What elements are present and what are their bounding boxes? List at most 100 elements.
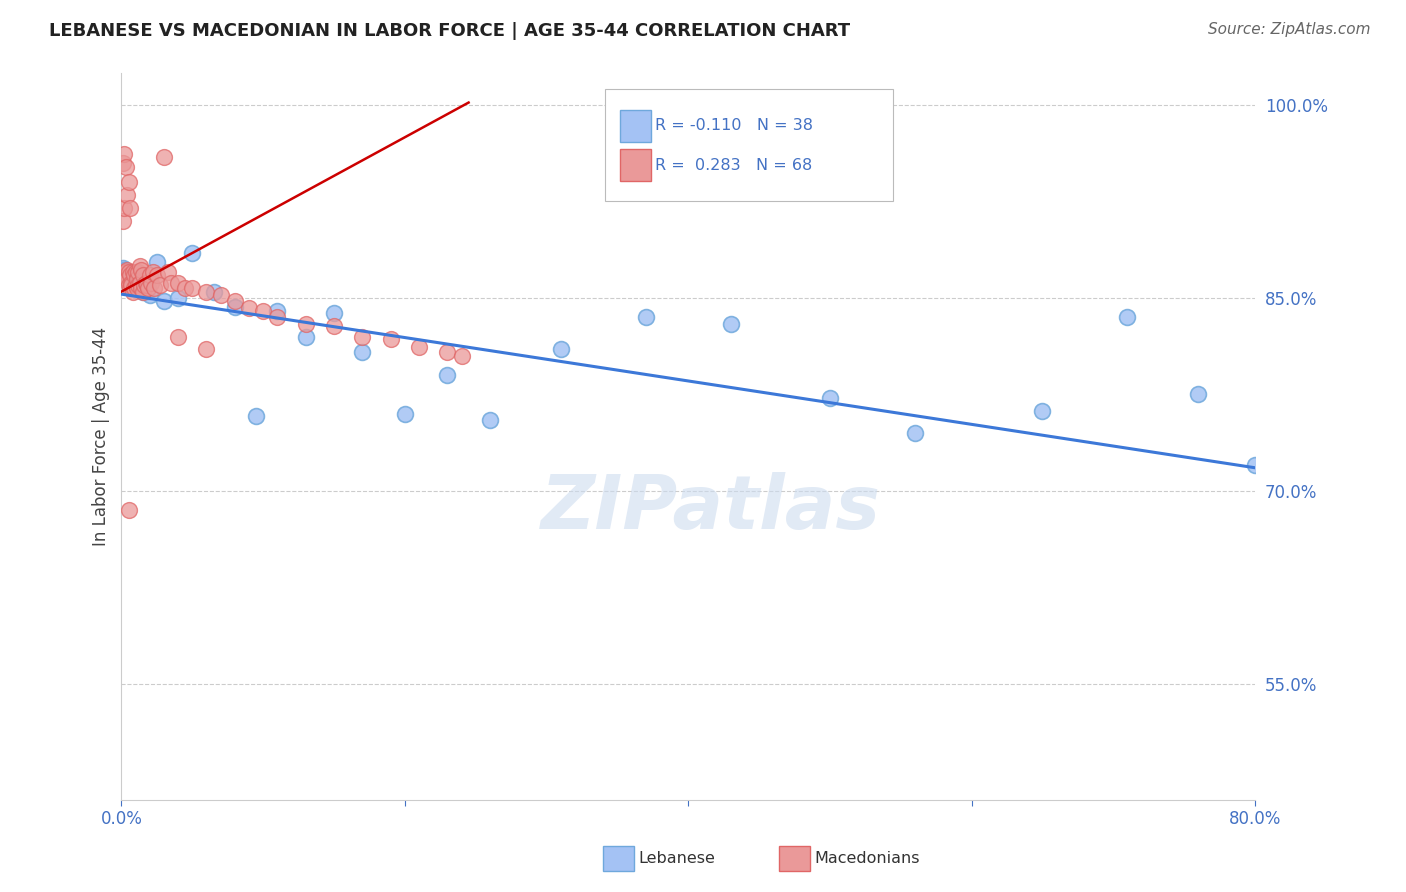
Point	[139, 268, 162, 282]
Point	[149, 278, 172, 293]
Point	[634, 310, 657, 325]
Point	[904, 425, 927, 440]
Point	[1116, 310, 1139, 325]
Point	[114, 265, 136, 279]
Point	[136, 285, 159, 299]
Point	[115, 188, 138, 202]
Point	[266, 310, 288, 325]
Point	[195, 285, 218, 299]
Point	[167, 329, 190, 343]
Point	[394, 407, 416, 421]
Point	[129, 281, 152, 295]
Point	[136, 278, 159, 293]
Point	[128, 278, 150, 293]
Point	[478, 413, 501, 427]
Point	[294, 329, 316, 343]
Point	[174, 281, 197, 295]
Point	[124, 265, 146, 279]
Text: Lebanese: Lebanese	[638, 851, 716, 865]
Point	[112, 201, 135, 215]
Point	[112, 265, 135, 279]
Point	[1187, 387, 1209, 401]
Text: Source: ZipAtlas.com: Source: ZipAtlas.com	[1208, 22, 1371, 37]
Text: LEBANESE VS MACEDONIAN IN LABOR FORCE | AGE 35-44 CORRELATION CHART: LEBANESE VS MACEDONIAN IN LABOR FORCE | …	[49, 22, 851, 40]
Point	[120, 278, 142, 293]
Point	[436, 368, 458, 383]
Point	[167, 291, 190, 305]
Point	[127, 276, 149, 290]
Point	[181, 246, 204, 260]
Point	[115, 268, 138, 282]
Text: R =  0.283   N = 68: R = 0.283 N = 68	[655, 158, 813, 172]
Point	[153, 150, 176, 164]
Point	[131, 285, 153, 299]
Point	[252, 304, 274, 318]
Point	[132, 278, 155, 293]
Point	[720, 317, 742, 331]
Point	[122, 281, 145, 295]
Point	[128, 259, 150, 273]
Point	[117, 175, 139, 189]
Point	[114, 265, 136, 279]
Point	[118, 201, 141, 215]
Point	[111, 261, 134, 276]
Point	[550, 343, 572, 357]
Point	[224, 293, 246, 308]
Point	[114, 160, 136, 174]
Point	[1244, 458, 1267, 473]
Text: ZIPatlas: ZIPatlas	[541, 473, 882, 545]
Point	[111, 156, 134, 170]
Point	[111, 268, 134, 282]
Point	[436, 345, 458, 359]
Point	[352, 345, 374, 359]
Point	[112, 147, 135, 161]
Point	[117, 503, 139, 517]
Point	[202, 285, 225, 299]
Point	[120, 271, 142, 285]
Y-axis label: In Labor Force | Age 35-44: In Labor Force | Age 35-44	[93, 326, 110, 546]
Point	[153, 293, 176, 308]
Point	[195, 343, 218, 357]
Point	[117, 265, 139, 279]
Point	[114, 268, 136, 282]
Point	[127, 278, 149, 293]
Point	[294, 317, 316, 331]
Point	[157, 265, 180, 279]
Point	[352, 329, 374, 343]
Point	[131, 268, 153, 282]
Point	[138, 281, 160, 295]
Point	[146, 268, 169, 282]
Point	[118, 281, 141, 295]
Point	[323, 319, 346, 334]
Point	[143, 281, 166, 295]
Point	[450, 349, 472, 363]
Point	[117, 265, 139, 279]
Point	[120, 276, 142, 290]
Point	[112, 262, 135, 277]
Point	[122, 268, 145, 282]
Point	[266, 304, 288, 318]
Point	[146, 255, 169, 269]
Point	[224, 300, 246, 314]
Point	[131, 285, 153, 299]
Point	[115, 262, 138, 277]
Point	[124, 281, 146, 295]
Point	[121, 265, 143, 279]
Point	[125, 281, 148, 295]
Point	[245, 409, 267, 424]
Point	[125, 271, 148, 285]
Point	[111, 214, 134, 228]
Point	[380, 332, 402, 346]
Point	[160, 276, 183, 290]
Point	[124, 278, 146, 293]
Point	[118, 268, 141, 282]
Point	[118, 268, 141, 282]
Point	[117, 278, 139, 293]
Point	[121, 285, 143, 299]
Point	[139, 288, 162, 302]
Point	[818, 392, 841, 406]
Text: R = -0.110   N = 38: R = -0.110 N = 38	[655, 119, 813, 133]
Point	[1031, 404, 1053, 418]
Point	[167, 276, 190, 290]
Point	[181, 281, 204, 295]
